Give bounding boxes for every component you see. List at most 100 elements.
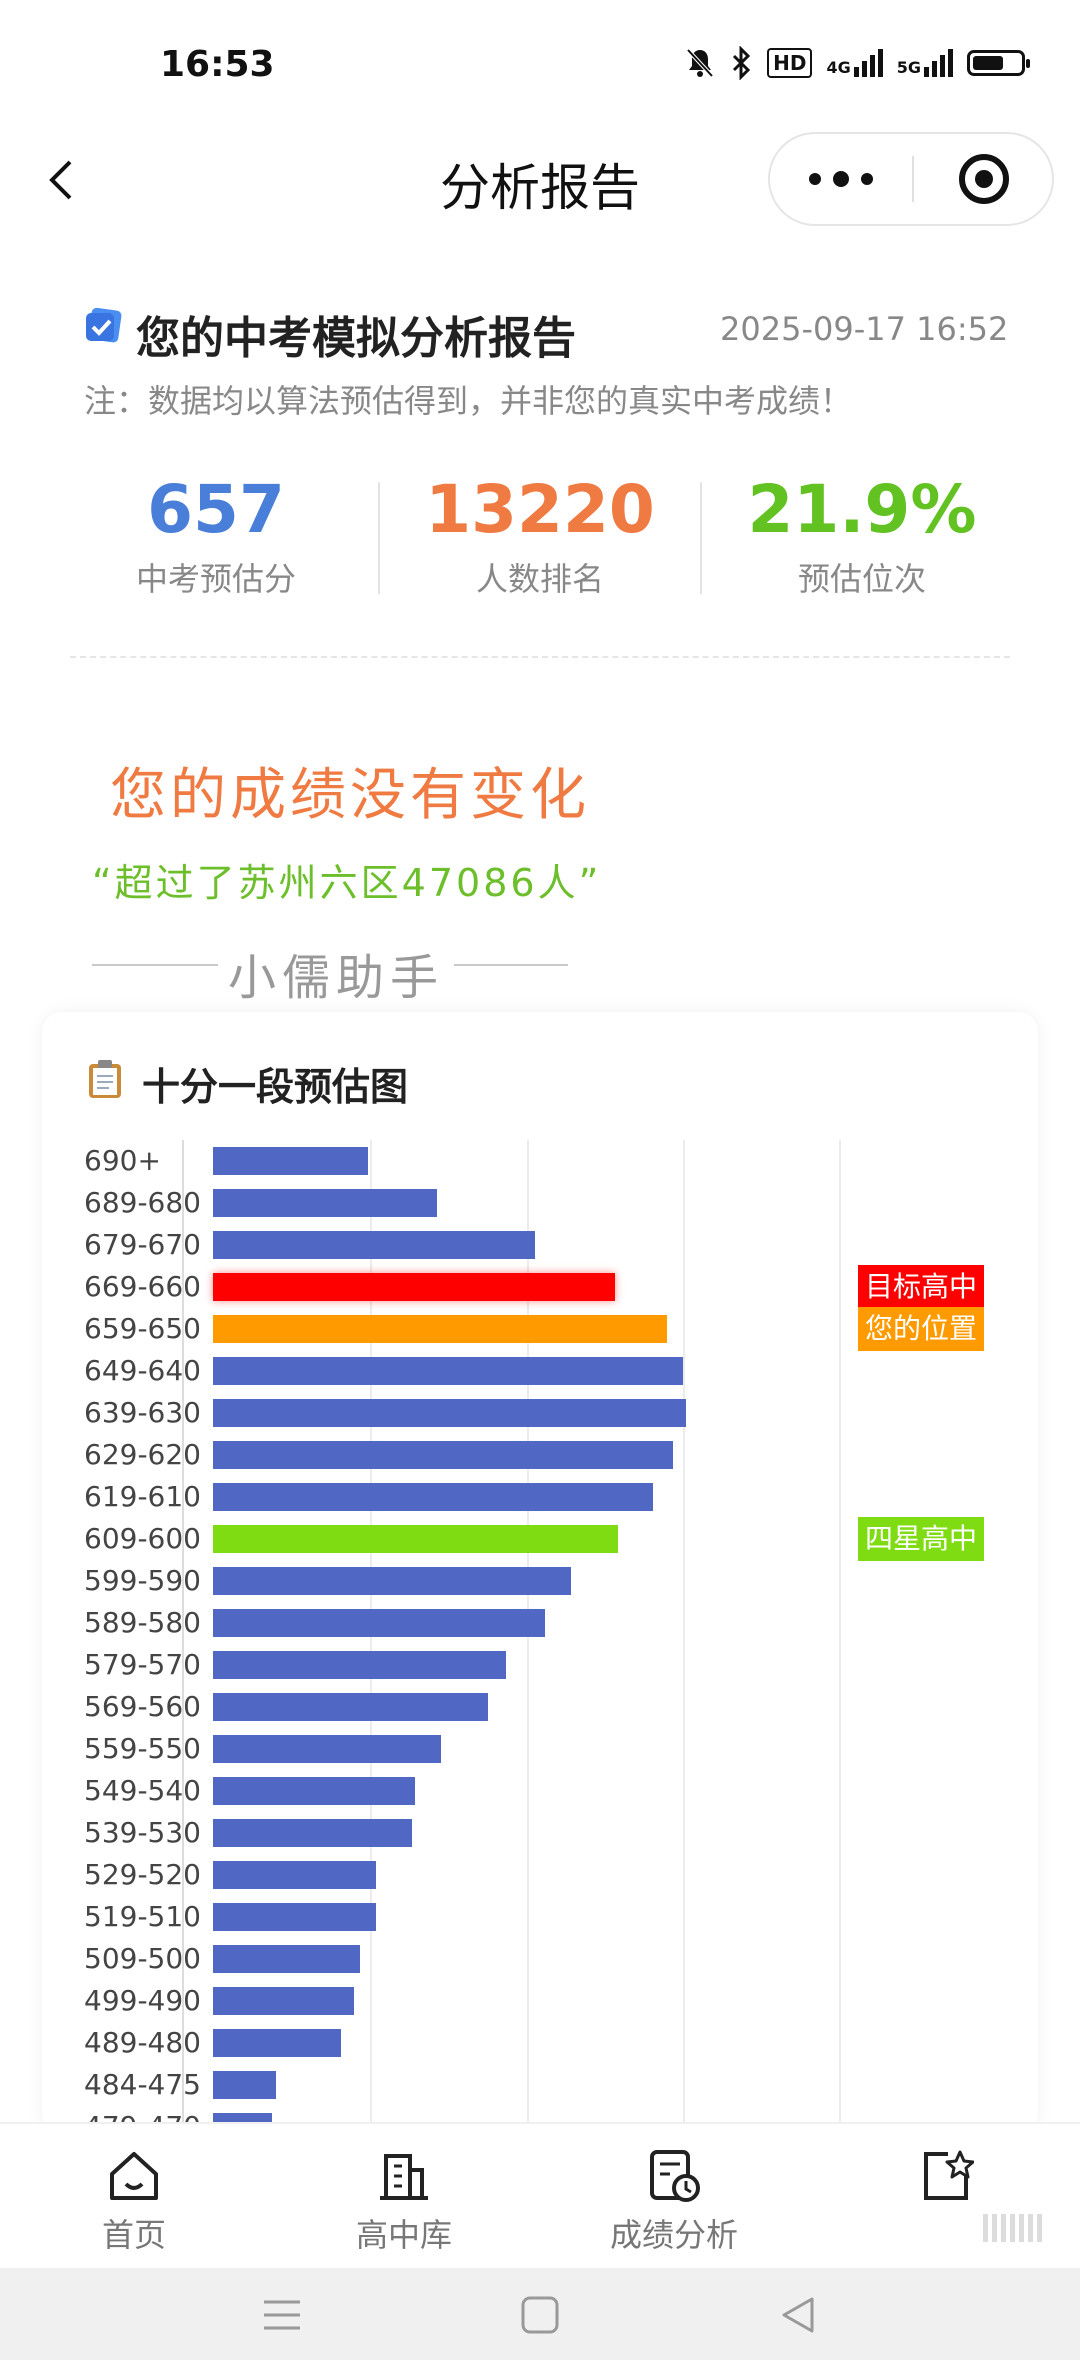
hd-icon: HD	[767, 48, 813, 78]
mini-program-capsule	[768, 132, 1054, 226]
report-time: 2025-09-17 16:52	[720, 310, 1009, 348]
chart-bar	[213, 1147, 368, 1175]
stat-score-value: 657	[147, 471, 285, 548]
chart-axis	[182, 1140, 184, 2132]
tab-home-label: 首页	[101, 2216, 166, 2254]
tick-label: 499-490	[84, 1984, 201, 2017]
tab-score-analysis-label: 成绩分析	[609, 2216, 738, 2254]
chart-bar	[213, 1903, 376, 1931]
signal-4g-icon: 4G	[826, 49, 883, 77]
battery-icon	[967, 50, 1030, 76]
chart-bar	[213, 2029, 341, 2057]
tab-school-library[interactable]: 高中库	[304, 2148, 504, 2256]
annotation-badge: 您的位置	[858, 1307, 984, 1351]
tick-label: 649-640	[84, 1354, 201, 1387]
tick-label: 509-500	[84, 1942, 201, 1975]
back-icon[interactable]	[40, 150, 80, 210]
tab-bar: 首页 高中库 成绩分析	[0, 2122, 1080, 2270]
stat-score: 657 中考预估分	[56, 470, 376, 600]
building-icon	[380, 2154, 428, 2200]
tick-label: 489-480	[84, 2026, 201, 2059]
stat-divider	[378, 482, 380, 594]
tick-label: 559-550	[84, 1732, 201, 1765]
close-target-icon[interactable]	[914, 134, 1054, 224]
stat-percentile: 21.9% 预估位次	[702, 470, 1022, 600]
result-quote: “超过了苏州六区47086人”	[92, 861, 602, 905]
chart-bar	[213, 1735, 441, 1763]
back-triangle-icon[interactable]	[768, 2290, 828, 2340]
clipboard-icon	[86, 1058, 124, 1100]
chart-bar	[213, 1819, 412, 1847]
tab-score-analysis[interactable]: 成绩分析	[574, 2148, 774, 2256]
dashed-divider	[70, 656, 1010, 658]
tick-label: 609-600	[84, 1522, 201, 1555]
tick-label: 569-560	[84, 1690, 201, 1723]
report-clock-icon	[650, 2150, 700, 2202]
menu-icon[interactable]	[252, 2290, 312, 2340]
tick-label: 599-590	[84, 1564, 201, 1597]
capsule-divider	[912, 156, 914, 202]
tick-label: 579-570	[84, 1648, 201, 1681]
tick-label: 689-680	[84, 1186, 201, 1219]
result-headline: 您的成绩没有变化	[110, 763, 590, 828]
helper-line-right	[454, 964, 568, 966]
report-title: 您的中考模拟分析报告	[136, 313, 576, 364]
bluetooth-icon	[731, 46, 753, 80]
stat-percentile-value: 21.9%	[747, 471, 977, 548]
tick-label: 589-580	[84, 1606, 201, 1639]
stat-rank-label: 人数排名	[475, 560, 604, 598]
favorite-star-icon	[924, 2150, 974, 2200]
tick-label: 639-630	[84, 1396, 201, 1429]
status-icons: HD 4G 5G	[683, 46, 1030, 80]
stat-score-label: 中考预估分	[135, 560, 296, 598]
chart-card: 十分一段预估图 690+ 689-680 679-670 669-660 659-650…	[42, 1012, 1038, 2132]
chart-bar	[213, 1315, 667, 1343]
chart-bar	[213, 1609, 545, 1637]
stat-percentile-label: 预估位次	[797, 560, 926, 598]
status-bar: 16:53 HD 4G 5G	[0, 0, 1080, 130]
annotation-badge: 四星高中	[858, 1517, 984, 1561]
stat-rank: 13220 人数排名	[380, 470, 700, 600]
tab-school-library-label: 高中库	[355, 2216, 452, 2254]
stat-rank-value: 13220	[425, 471, 655, 548]
home-square-icon[interactable]	[510, 2290, 570, 2340]
tab-favorites[interactable]	[846, 2148, 1046, 2210]
chart-bar	[213, 1231, 535, 1259]
system-nav-bar	[0, 2268, 1080, 2360]
chart-bar	[213, 1945, 360, 1973]
stat-divider	[700, 482, 702, 594]
grid-line	[839, 1140, 841, 2132]
tick-label: 519-510	[84, 1900, 201, 1933]
chart-bar	[213, 1357, 683, 1385]
tick-label: 549-540	[84, 1774, 201, 1807]
grid-line	[683, 1140, 685, 2132]
tick-label: 539-530	[84, 1816, 201, 1849]
chart-bar	[213, 1861, 376, 1889]
chart-bar	[213, 2071, 276, 2099]
chart-bar	[213, 1189, 437, 1217]
chart-bar	[213, 1273, 615, 1301]
tick-label: 690+	[84, 1144, 161, 1177]
tick-label: 629-620	[84, 1438, 201, 1471]
chart-bar	[213, 1399, 686, 1427]
more-icon[interactable]	[770, 134, 912, 224]
tick-label: 529-520	[84, 1858, 201, 1891]
chart-bar	[213, 1777, 415, 1805]
chart-bar	[213, 1525, 618, 1553]
tick-label: 484-475	[84, 2068, 201, 2101]
chart-bar	[213, 1483, 653, 1511]
home-icon	[110, 2152, 158, 2200]
chart-bar	[213, 1987, 354, 2015]
tick-label: 669-660	[84, 1270, 201, 1303]
tick-label: 679-670	[84, 1228, 201, 1261]
tab-home[interactable]: 首页	[34, 2148, 234, 2256]
disclaimer-note: 注：数据均以算法预估得到，并非您的真实中考成绩！	[84, 382, 853, 420]
chart-bar	[213, 1567, 571, 1595]
tick-label: 619-610	[84, 1480, 201, 1513]
helper-label: 小儒助手	[228, 950, 445, 1006]
status-time: 16:53	[160, 44, 275, 85]
corner-marks	[983, 2214, 1042, 2242]
chart-bar	[213, 1693, 488, 1721]
report-check-icon	[84, 305, 124, 345]
helper-line-left	[92, 964, 218, 966]
